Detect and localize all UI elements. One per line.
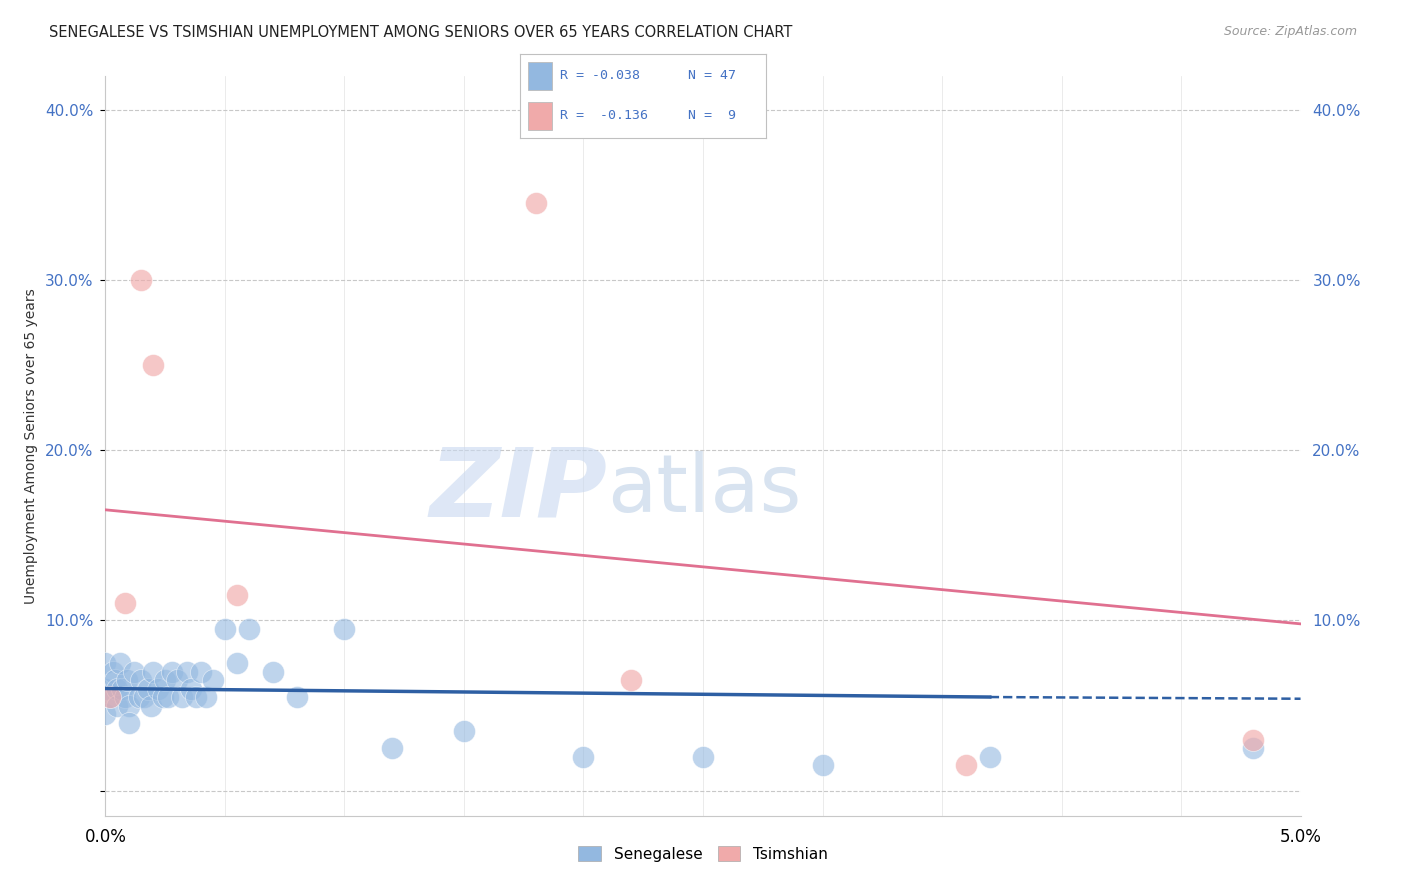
- Point: [156, 690, 179, 704]
- Point: [225, 588, 249, 602]
- Point: [381, 741, 404, 756]
- Point: [238, 622, 260, 636]
- Point: [115, 673, 138, 687]
- Point: [176, 665, 198, 679]
- Point: [114, 690, 136, 704]
- Point: [572, 749, 595, 764]
- Text: SENEGALESE VS TSIMSHIAN UNEMPLOYMENT AMONG SENIORS OVER 65 YEARS CORRELATION CHA: SENEGALESE VS TSIMSHIAN UNEMPLOYMENT AMO…: [49, 25, 793, 40]
- Point: [1241, 732, 1264, 747]
- Point: [979, 749, 1001, 764]
- Point: [262, 665, 284, 679]
- Point: [524, 196, 547, 211]
- Point: [186, 690, 208, 704]
- Point: [98, 690, 121, 704]
- Point: [146, 681, 169, 696]
- Point: [1241, 741, 1264, 756]
- Y-axis label: Unemployment Among Seniors over 65 years: Unemployment Among Seniors over 65 years: [24, 288, 38, 604]
- Point: [214, 622, 236, 636]
- Point: [202, 673, 225, 687]
- Point: [107, 681, 129, 696]
- Point: [118, 698, 141, 713]
- Point: [129, 673, 153, 687]
- Point: [111, 681, 134, 696]
- Point: [692, 749, 714, 764]
- Point: [620, 673, 643, 687]
- Text: N =  9: N = 9: [688, 109, 735, 122]
- Point: [98, 690, 121, 704]
- Point: [162, 665, 184, 679]
- Text: N = 47: N = 47: [688, 70, 735, 82]
- FancyBboxPatch shape: [527, 62, 553, 90]
- Point: [142, 665, 165, 679]
- Point: [190, 665, 212, 679]
- Point: [153, 673, 177, 687]
- Point: [142, 358, 165, 372]
- Point: [94, 707, 117, 722]
- Point: [104, 673, 127, 687]
- Point: [139, 698, 162, 713]
- Point: [129, 273, 153, 287]
- Point: [108, 656, 131, 670]
- Point: [122, 665, 145, 679]
- FancyBboxPatch shape: [527, 102, 553, 130]
- Text: R = -0.038: R = -0.038: [560, 70, 640, 82]
- Point: [166, 673, 188, 687]
- Text: R =  -0.136: R = -0.136: [560, 109, 648, 122]
- Point: [94, 681, 117, 696]
- Point: [955, 758, 977, 772]
- Point: [333, 622, 356, 636]
- Legend: Senegalese, Tsimshian: Senegalese, Tsimshian: [572, 839, 834, 868]
- Point: [170, 690, 193, 704]
- Point: [114, 596, 136, 610]
- Point: [811, 758, 834, 772]
- Point: [180, 681, 202, 696]
- Text: ZIP: ZIP: [429, 444, 607, 537]
- Point: [94, 656, 117, 670]
- Point: [101, 665, 124, 679]
- Point: [107, 698, 129, 713]
- Point: [118, 715, 141, 730]
- Point: [128, 690, 150, 704]
- Point: [225, 656, 249, 670]
- Point: [194, 690, 217, 704]
- Point: [138, 681, 160, 696]
- Point: [285, 690, 308, 704]
- Point: [453, 724, 475, 739]
- Text: atlas: atlas: [607, 451, 801, 530]
- Text: Source: ZipAtlas.com: Source: ZipAtlas.com: [1223, 25, 1357, 38]
- Point: [152, 690, 174, 704]
- Point: [132, 690, 155, 704]
